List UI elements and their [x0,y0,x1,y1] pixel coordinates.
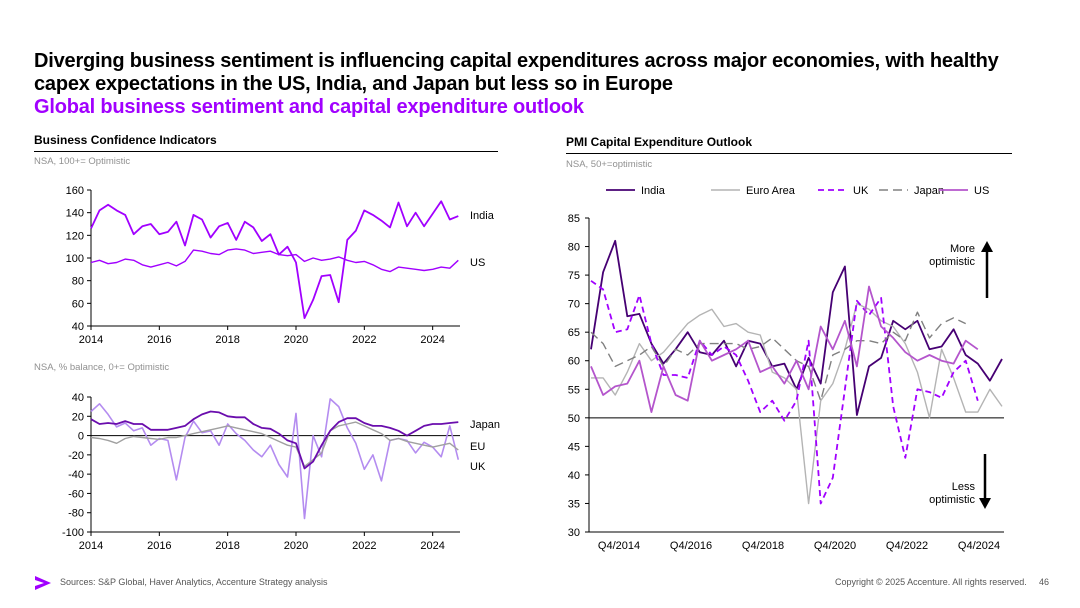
chart-c-y-tick-label: 55 [568,384,580,396]
left-title-rule [34,151,498,152]
series-line-us [90,248,459,273]
pmi-series-japan [590,311,966,402]
headline: Diverging business sentiment is influenc… [34,50,999,95]
chart-c-y-tick-label: 60 [568,356,580,368]
annotation-less-line2: optimistic [929,494,975,506]
chart-c-x-tick-label: Q4/2020 [814,540,856,552]
chart-a-y-tick-label: 40 [72,321,84,333]
chart-c-y-tick-label: 40 [568,470,580,482]
chart-a-x-tick-label: 2024 [420,334,444,346]
left-panel-title: Business Confidence Indicators [34,133,217,147]
chart-a-label-us: US [470,257,485,269]
chart-a-x-tick-label: 2022 [352,334,376,346]
chart-a-x-tick-label: 2020 [284,334,308,346]
footer-sources: Sources: S&P Global, Haver Analytics, Ac… [60,577,328,587]
chart-b-y-tick-label: -60 [68,488,84,500]
subhead: Global business sentiment and capital ex… [34,96,584,118]
chart-c-x-tick-label: Q4/2016 [670,540,712,552]
chart-c-y-tick-label: 70 [568,299,580,311]
footer-copyright: Copyright © 2025 Accenture. All rights r… [835,577,1027,587]
chart-c-y-tick-label: 35 [568,498,580,510]
chart-a-y-tick-label: 100 [66,253,84,265]
chart-a-x-tick-label: 2016 [147,334,171,346]
legend-label-euro-area: Euro Area [746,185,796,197]
up-arrow-icon [981,241,993,252]
right-panel-title: PMI Capital Expenditure Outlook [566,135,753,149]
chart-c-x-tick-label: Q4/2022 [886,540,928,552]
chart-c-y-tick-label: 65 [568,327,580,339]
chart-a-x-tick-label: 2018 [215,334,239,346]
chart-b-y-tick-label: -80 [68,508,84,520]
chart-b-x-tick-label: 2020 [284,540,308,552]
chart-b-label-japan: Japan [470,419,500,431]
chart-b-x-tick-label: 2024 [420,540,444,552]
down-arrow-icon [979,498,991,509]
note-top: NSA, 100+= Optimistic [34,156,131,167]
chart-b-x-tick-label: 2022 [352,540,376,552]
chart-a-y-tick-label: 140 [66,208,84,220]
chart-b-label-eu: EU [470,441,485,453]
note-right: NSA, 50+=optimistic [566,159,653,170]
chart-c-y-tick-label: 30 [568,527,580,539]
accenture-logo-icon [35,576,51,590]
chart-a-y-tick-label: 80 [72,276,84,288]
note-bottom: NSA, % balance, 0+= Optimistic [34,362,170,373]
chart-b-y-tick-label: -100 [62,527,84,539]
chart-b-y-tick-label: 0 [78,431,84,443]
chart-c-x-tick-label: Q4/2014 [598,540,640,552]
chart-a-y-tick-label: 60 [72,298,84,310]
annotation-more-line1: More [950,243,975,255]
annotation-less-line1: Less [952,481,976,493]
series-line-japan [90,410,459,470]
series-line-uk [90,398,460,520]
chart-c-y-tick-label: 85 [568,213,580,225]
chart-b-x-tick-label: 2018 [215,540,239,552]
pmi-series-uk [590,280,979,505]
chart-c-y-tick-label: 45 [568,441,580,453]
chart-c-x-tick-label: Q4/2024 [958,540,1000,552]
chart-a-y-tick-label: 120 [66,230,84,242]
chart-c-y-tick-label: 80 [568,242,580,254]
legend-label-india: India [641,185,666,197]
chart-c-y-tick-label: 75 [568,270,580,282]
legend-label-us: US [974,185,989,197]
chart-c-x-tick-label: Q4/2018 [742,540,784,552]
annotation-more-line2: optimistic [929,256,975,268]
legend-label-uk: UK [853,185,869,197]
chart-c-y-tick-label: 50 [568,413,580,425]
chart-b-y-tick-label: -20 [68,450,84,462]
right-title-rule [566,153,1012,154]
series-line-india [90,200,459,320]
chart-b-x-tick-label: 2016 [147,540,171,552]
chart-b-label-uk: UK [470,461,486,473]
page-number: 46 [1039,577,1050,587]
chart-b-y-tick-label: 40 [72,392,84,404]
pmi-series-euro-area [591,302,1003,505]
chart-a-y-tick-label: 160 [66,185,84,197]
chart-a-x-tick-label: 2014 [79,334,103,346]
legend-label-japan: Japan [914,185,944,197]
chart-a-label-india: India [470,210,495,222]
chart-b-y-tick-label: 20 [72,411,84,423]
chart-b-x-tick-label: 2014 [79,540,103,552]
pmi-series-us [590,285,979,414]
chart-b-y-tick-label: -40 [68,469,84,481]
series-line-eu [90,421,459,468]
